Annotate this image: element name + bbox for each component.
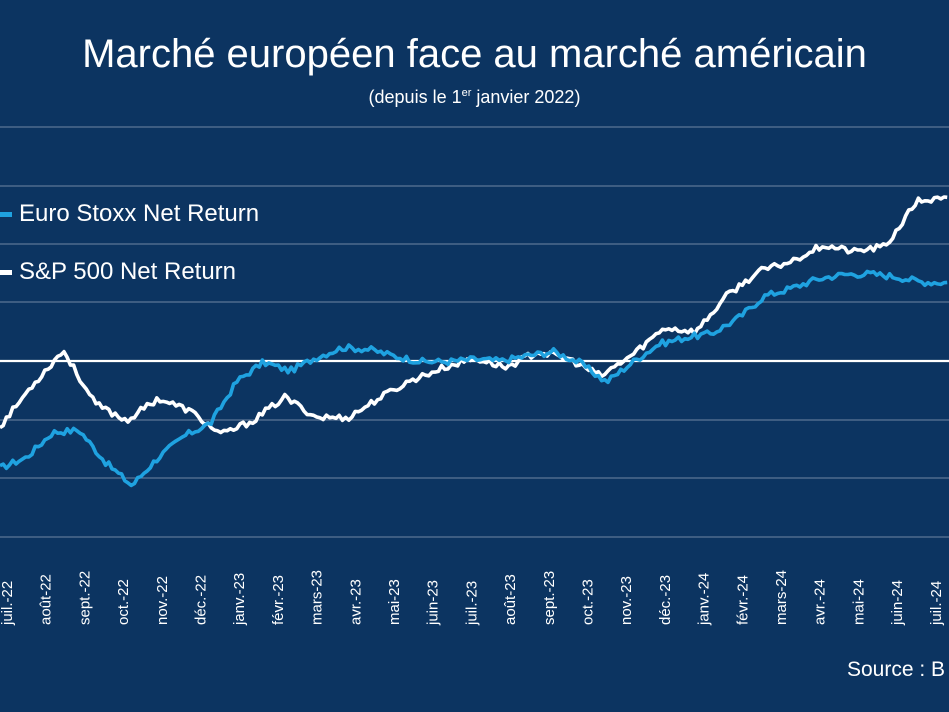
x-axis-tick-labels: juil.-22 août-22 sept.-22 oct.-22 nov.-22 déc… — [0, 570, 945, 626]
x-tick-label: févr.-24 — [734, 575, 751, 625]
chart-title: Marché européen face au marché américain — [82, 32, 867, 76]
legend-swatch-sp500 — [0, 270, 12, 275]
x-tick-label: nov.-23 — [618, 576, 635, 625]
x-tick-label: sept.-23 — [541, 571, 558, 625]
x-tick-label: mai-23 — [386, 579, 403, 625]
legend-label-euro-stoxx: Euro Stoxx Net Return — [19, 200, 260, 227]
x-tick-label: mars-23 — [309, 570, 326, 625]
subtitle-end: janvier 2022) — [471, 87, 581, 107]
grid-lines — [0, 126, 949, 538]
x-tick-label: juin-23 — [425, 580, 442, 626]
chart-subtitle: (depuis le 1er janvier 2022) — [0, 82, 949, 108]
series-line-euro-stoxx — [0, 269, 948, 488]
legend-swatch-euro-stoxx — [0, 212, 12, 217]
series-lines — [0, 195, 948, 488]
legend-label-sp500: S&P 500 Net Return — [19, 258, 237, 285]
x-tick-label: sept.-22 — [76, 571, 93, 625]
x-tick-label: août-23 — [502, 574, 519, 625]
x-tick-label: oct.-23 — [579, 579, 596, 625]
x-tick-label: août-22 — [38, 574, 55, 625]
x-tick-label: juil.-23 — [463, 581, 480, 626]
x-tick-label: juil.-22 — [0, 581, 16, 626]
x-tick-label: avr.-23 — [347, 579, 364, 625]
x-tick-label: févr.-23 — [270, 575, 287, 625]
x-tick-label: janv.-24 — [696, 573, 713, 626]
x-tick-label: oct.-22 — [115, 579, 132, 625]
series-line-sp500 — [0, 195, 948, 435]
x-tick-label: mai-24 — [850, 579, 867, 625]
x-tick-label: déc.-22 — [192, 575, 209, 625]
source-note: Source : B — [847, 658, 946, 681]
subtitle-main: (depuis le 1 — [368, 87, 462, 107]
subtitle-superscript: er — [461, 87, 472, 99]
x-tick-label: déc.-23 — [657, 575, 674, 625]
x-tick-label: mars-24 — [773, 570, 790, 625]
x-tick-label: janv.-23 — [231, 573, 248, 626]
x-tick-label: juil.-24 — [928, 581, 945, 626]
x-tick-label: juin-24 — [889, 580, 906, 626]
x-tick-label: avr.-24 — [812, 579, 829, 625]
x-tick-label: nov.-22 — [154, 576, 171, 625]
